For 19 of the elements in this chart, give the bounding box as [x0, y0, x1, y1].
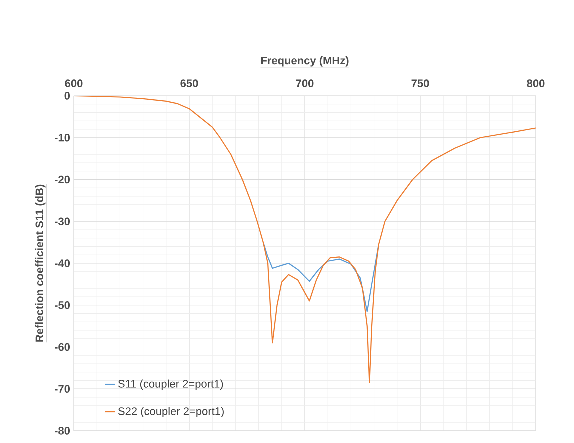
x-tick-label: 750 [412, 80, 430, 88]
y-tick-label: -70 [54, 385, 70, 394]
y-tick-label: -30 [54, 218, 70, 226]
y-tick-label: -60 [54, 343, 70, 352]
y-tick-label: -40 [54, 260, 70, 268]
legend-label: S22 (coupler 2=port1) [118, 407, 224, 418]
y-tick-label: -20 [54, 176, 70, 184]
x-tick-label: 700 [296, 80, 314, 88]
legend-label: S11 (coupler 2=port1) [118, 380, 224, 390]
y-tick-label: -10 [54, 134, 70, 142]
y-tick-label: -50 [54, 301, 70, 310]
x-tick-label: 650 [180, 80, 198, 88]
y-tick-label: 0 [64, 92, 70, 100]
x-axis-title: Frequency (MHz) [261, 56, 349, 67]
x-tick-label: 600 [65, 80, 83, 88]
x-tick-label: 800 [527, 80, 545, 88]
y-tick-label: -80 [54, 427, 70, 435]
y-axis-title: Reflection coefficient S11 (dB) [35, 184, 46, 342]
line-series [262, 242, 380, 312]
